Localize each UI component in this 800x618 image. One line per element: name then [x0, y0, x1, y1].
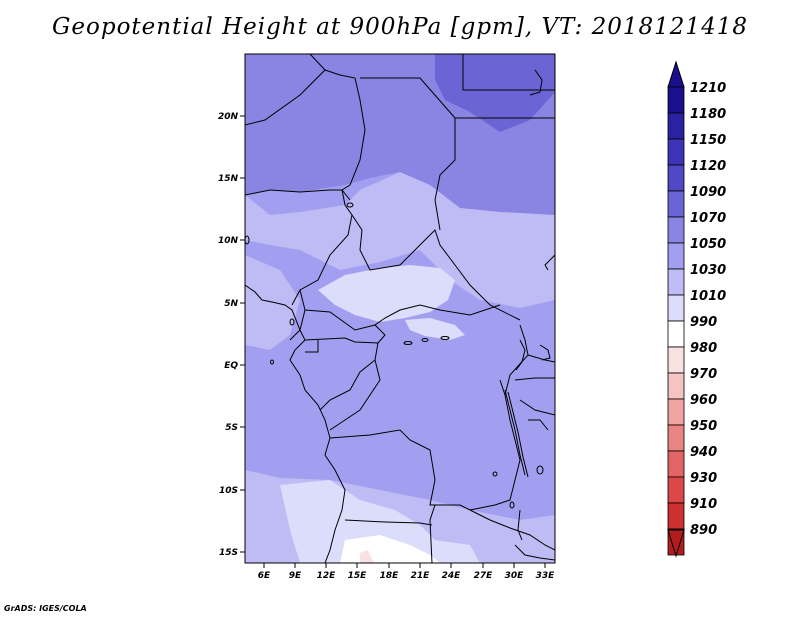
colorbar: 1210 1180 1150 1120 1090 1070 1050 1030 1010 990 9… [667, 60, 726, 558]
lon-tick-label: 18E [380, 571, 400, 581]
colorbar-label: 1090 [690, 185, 726, 200]
lat-axis: 20N 15N 10N 5N EQ 5S 10S 15S [218, 112, 245, 558]
colorbar-box [667, 398, 685, 426]
grads-credit: GrADS: IGES/COLA [4, 604, 87, 613]
lon-tick-label: 24E [442, 571, 462, 581]
lon-tick-label: 27E [474, 571, 494, 581]
colorbar-label: 1030 [690, 263, 726, 278]
colorbar-top-arrow [667, 60, 685, 88]
colorbar-box [667, 86, 685, 114]
lat-tick-label: EQ [224, 361, 238, 371]
colorbar-labels: 1210 1180 1150 1120 1090 1070 1050 1030 1010 990 9… [690, 81, 726, 538]
colorbar-box [667, 242, 685, 270]
colorbar-label: 890 [690, 523, 717, 538]
map-frame [244, 53, 556, 564]
colorbar-box [667, 190, 685, 218]
colorbar-label: 1120 [690, 159, 726, 174]
colorbar-label: 980 [690, 341, 717, 356]
lat-tick-label: 15N [218, 174, 239, 184]
lat-tick-label: 10S [219, 486, 238, 496]
lon-tick-label: 12E [317, 571, 337, 581]
lat-tick-label: 5S [225, 423, 238, 433]
colorbar-bottom-arrow [667, 529, 685, 558]
colorbar-label: 970 [690, 367, 717, 382]
colorbar-box [667, 372, 685, 400]
colorbar-box [667, 502, 685, 530]
lat-tick-label: 15S [219, 548, 238, 558]
colorbar-box [667, 216, 685, 244]
colorbar-box [667, 138, 685, 166]
colorbar-label: 990 [690, 315, 717, 330]
colorbar-label: 1180 [690, 107, 726, 122]
colorbar-label: 1010 [690, 289, 726, 304]
colorbar-boxes [667, 86, 685, 556]
colorbar-label: 930 [690, 471, 717, 486]
colorbar-label: 1070 [690, 211, 726, 226]
lon-tick-label: 21E [411, 571, 431, 581]
lat-tick-label: 20N [218, 112, 239, 122]
lakes [245, 69, 544, 509]
height-field [245, 54, 555, 563]
colorbar-box [667, 346, 685, 374]
lon-axis: 6E 9E 12E 15E 18E 21E 24E 27E 30E 33E [258, 563, 555, 581]
colorbar-box [667, 450, 685, 478]
colorbar-label: 1050 [690, 237, 726, 252]
lat-tick-label: 5N [224, 299, 238, 309]
lon-tick-label: 33E [536, 571, 556, 581]
colorbar-label: 940 [690, 445, 717, 460]
colorbar-box [667, 112, 685, 140]
colorbar-label: 960 [690, 393, 717, 408]
colorbar-box [667, 476, 685, 504]
colorbar-box [667, 164, 685, 192]
lon-tick-label: 30E [505, 571, 525, 581]
colorbar-label: 910 [690, 497, 717, 512]
lat-tick-label: 10N [218, 236, 239, 246]
colorbar-box [667, 424, 685, 452]
colorbar-label: 1150 [690, 133, 726, 148]
colorbar-box [667, 320, 685, 348]
map-title: Geopotential Height at 900hPa [gpm], VT:… [52, 14, 748, 40]
colorbar-box [667, 294, 685, 322]
lon-tick-label: 9E [289, 571, 302, 581]
lon-tick-label: 15E [348, 571, 368, 581]
colorbar-label: 950 [690, 419, 717, 434]
country-borders [245, 54, 555, 563]
lon-tick-label: 6E [258, 571, 271, 581]
colorbar-label: 1210 [690, 81, 726, 96]
colorbar-box [667, 268, 685, 296]
